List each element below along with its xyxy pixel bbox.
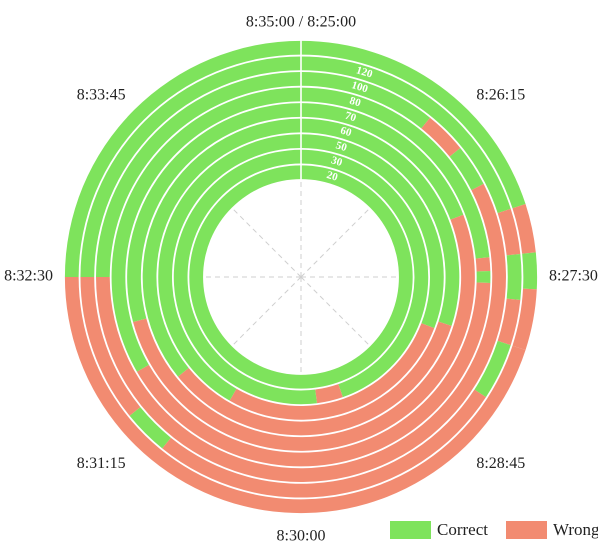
angle-tick-label: 8:28:45 xyxy=(476,455,525,472)
legend-swatch xyxy=(506,521,547,539)
angle-tick-labels: 8:35:00 / 8:25:00 8:26:15 8:27:30 8:28:45 8:… xyxy=(4,14,598,545)
ring-segment xyxy=(475,257,491,272)
ring-label: 50 xyxy=(334,139,349,154)
ring-segment xyxy=(229,323,435,420)
ring-segment xyxy=(315,384,343,404)
ring-label: 30 xyxy=(330,154,345,169)
ring-segment xyxy=(158,134,301,401)
ring-segment xyxy=(64,40,302,278)
grid-line xyxy=(232,208,302,278)
ring-label: 20 xyxy=(325,169,340,184)
ring-segment xyxy=(111,87,302,372)
angle-tick-label: 8:35:00 / 8:25:00 xyxy=(246,14,356,31)
ring-segment xyxy=(129,407,171,449)
grid-line xyxy=(300,276,370,346)
rings xyxy=(64,40,538,514)
ring-segment xyxy=(301,87,490,259)
ring-segment xyxy=(301,40,526,209)
legend-swatch xyxy=(390,521,431,539)
grid-line xyxy=(232,276,302,346)
ring-segment xyxy=(301,118,460,326)
ring-segment xyxy=(162,389,486,498)
angle-tick-label: 8:31:15 xyxy=(77,455,126,472)
ring-segment xyxy=(506,253,522,301)
legend-label: Wrong xyxy=(553,520,598,539)
ring-label: 60 xyxy=(339,125,354,140)
ring-label: 120 xyxy=(355,64,375,80)
grid-lines xyxy=(204,180,398,374)
angle-tick-label: 8:32:30 xyxy=(4,268,53,285)
ring-segment xyxy=(497,208,521,256)
ring-segment xyxy=(301,72,431,129)
ring-segment xyxy=(497,298,521,346)
ring-segment xyxy=(301,103,464,220)
ring-segment xyxy=(177,321,452,436)
ring-segment xyxy=(522,252,538,290)
legend-label: Correct xyxy=(437,520,488,539)
legend: Correct Wrong xyxy=(390,520,598,539)
ring-label: 70 xyxy=(343,110,358,125)
ring-segment xyxy=(449,147,484,191)
angle-tick-label: 8:30:00 xyxy=(277,528,326,545)
ring-segment xyxy=(301,149,429,398)
ring-label: 100 xyxy=(350,79,370,95)
ring-segment xyxy=(512,288,537,350)
ring-segment xyxy=(96,72,301,277)
angle-tick-label: 8:26:15 xyxy=(476,86,525,103)
ring-segment xyxy=(80,56,301,278)
ring-segment xyxy=(421,117,461,157)
ring-segment xyxy=(301,134,444,329)
ring-segment xyxy=(80,277,141,416)
grid-line xyxy=(300,208,370,278)
angle-tick-label: 8:33:45 xyxy=(77,86,126,103)
ring-segment xyxy=(301,56,511,214)
ring-segment xyxy=(474,340,511,398)
ring-segment xyxy=(512,204,536,254)
ring-label: 80 xyxy=(348,95,363,110)
ring-segment xyxy=(142,118,301,377)
angle-tick-label: 8:27:30 xyxy=(549,268,598,285)
ring-segment xyxy=(476,271,491,283)
